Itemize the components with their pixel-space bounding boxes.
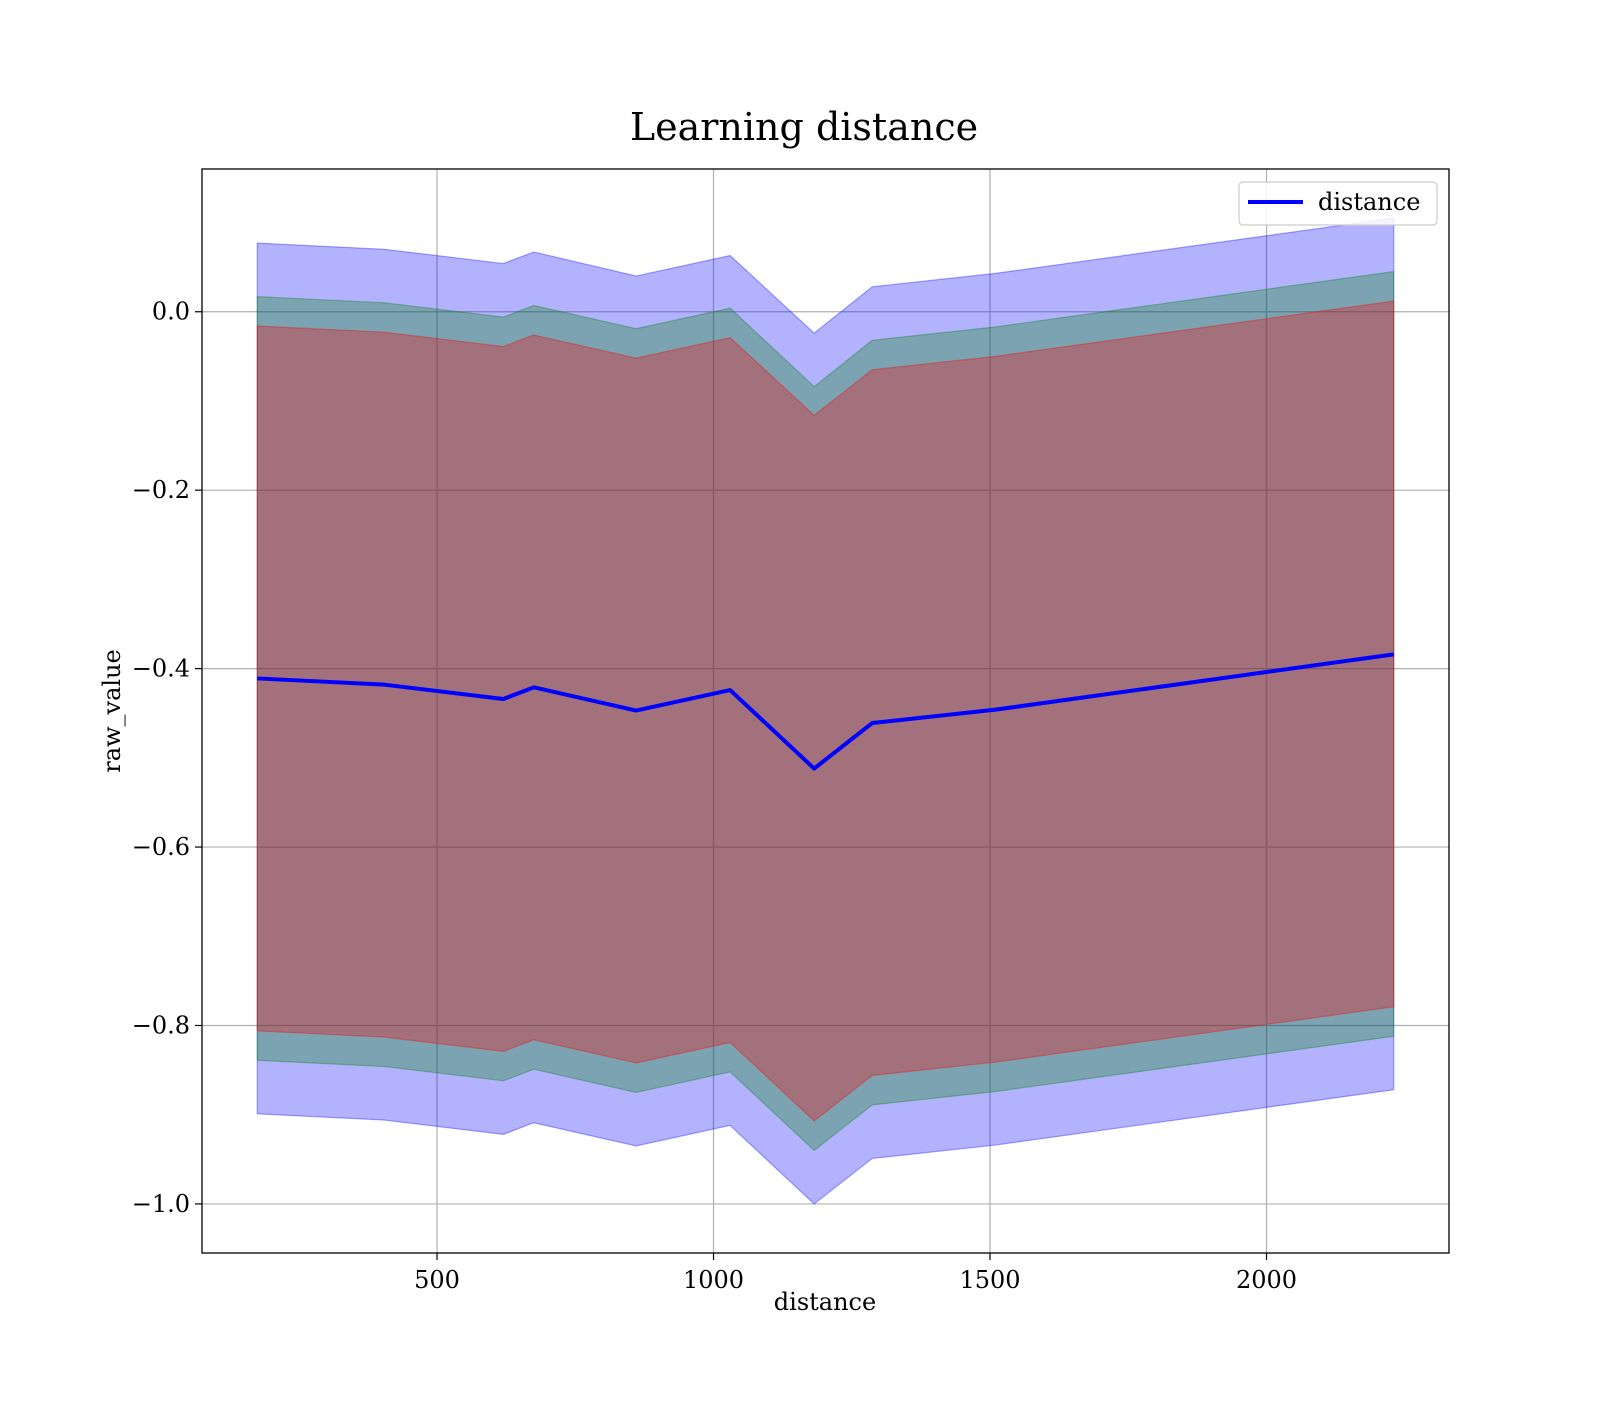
legend-label-distance: distance [1318, 188, 1420, 216]
x-axis-ticks: 500 1000 1500 2000 [414, 1253, 1297, 1294]
series-line-distance [257, 652, 1394, 771]
y-tick-label: −0.8 [132, 1011, 190, 1039]
plot-frame [201, 168, 1450, 1254]
y-axis-label: raw_value [98, 649, 126, 773]
confidence-band-3 [256, 300, 1395, 1122]
x-axis-label: distance [774, 1288, 876, 1316]
y-tick-label: −0.6 [132, 833, 190, 861]
y-tick-label: 0.0 [152, 298, 190, 326]
y-tick-label: −0.2 [132, 476, 190, 504]
x-tick-label: 1500 [959, 1266, 1020, 1294]
confidence-bands [256, 217, 1395, 1205]
y-tick-label: −1.0 [132, 1190, 190, 1218]
y-tick-label: −0.4 [132, 655, 190, 683]
chart-title: Learning distance [630, 105, 978, 149]
y-axis-ticks: 0.0 −0.2 −0.4 −0.6 −0.8 −1.0 [132, 298, 202, 1218]
legend: distance [1238, 181, 1438, 226]
confidence-band-2 [256, 270, 1395, 1152]
x-tick-label: 1000 [683, 1266, 744, 1294]
x-tick-label: 500 [414, 1266, 460, 1294]
series-lines [257, 652, 1394, 771]
legend-box [1238, 181, 1438, 226]
confidence-band-1 [256, 217, 1395, 1205]
x-tick-label: 2000 [1236, 1266, 1297, 1294]
